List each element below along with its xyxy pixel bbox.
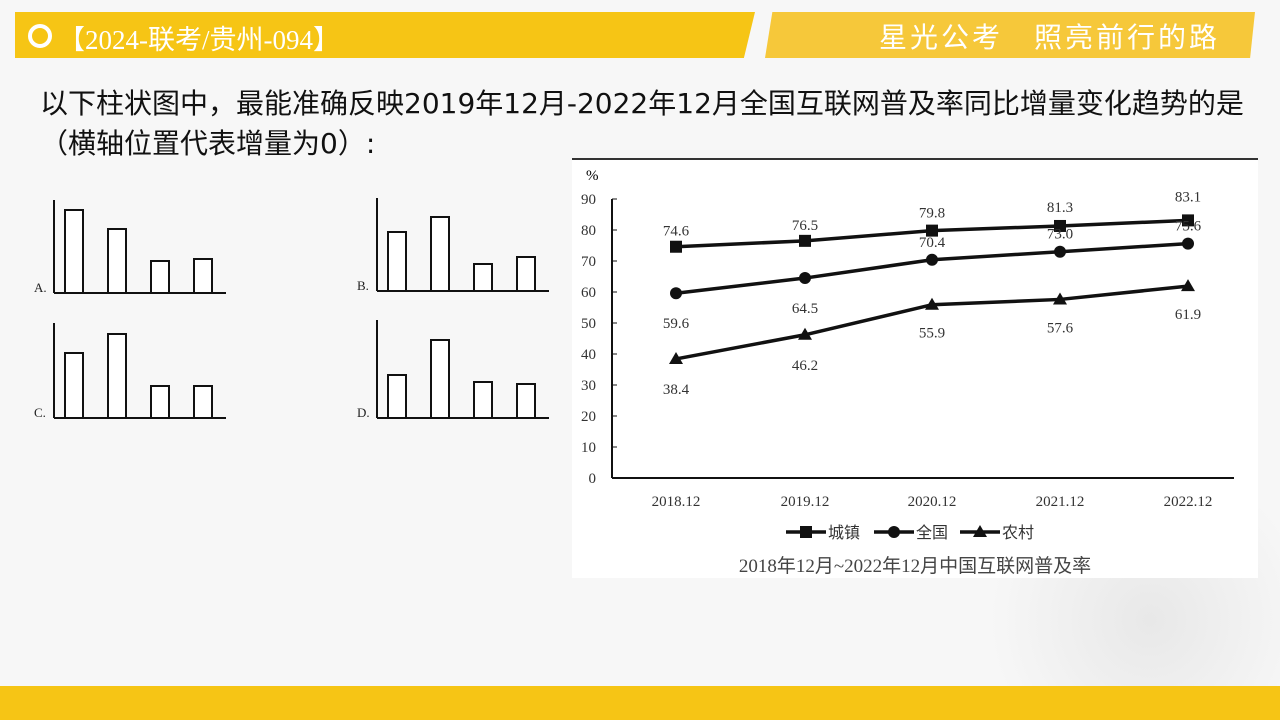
square-marker: [799, 234, 811, 247]
chart-title: 2018年12月~2022年12月中国互联网普及率: [739, 555, 1091, 577]
question-text: 以下柱状图中，最能准确反映2019年12月-2022年12月全国互联网普及率同比…: [40, 87, 1244, 160]
series-line: [675, 284, 1189, 361]
data-label: 57.6: [1047, 320, 1074, 336]
option-a: A.: [34, 200, 226, 295]
y-tick-label: 20: [581, 409, 596, 425]
data-label: 75.6: [1175, 219, 1202, 235]
bar: [387, 374, 407, 419]
x-tick-label: 2018.12: [652, 494, 701, 510]
legend-item: 全国: [874, 524, 948, 542]
triangle-marker: [669, 351, 683, 364]
option-b: B.: [357, 198, 549, 293]
data-label: 81.3: [1047, 200, 1073, 216]
series-triangle: 38.4 46.2 55.9 57.6 61.9: [663, 279, 1201, 398]
y-tick-label: 30: [581, 378, 596, 394]
bar: [64, 209, 84, 294]
option-d: D.: [357, 320, 549, 420]
legend-item: 农村: [960, 524, 1034, 542]
bar: [64, 352, 84, 419]
x-tick-label: 2022.12: [1164, 494, 1213, 510]
line-chart: % 0 10 20 30 40 50 60 70 80 90 2018.12 2019.12 2020.1…: [572, 158, 1258, 578]
series-line: [675, 241, 1189, 295]
square-marker: [800, 526, 812, 538]
y-tick-label: 10: [581, 440, 596, 456]
bar: [193, 258, 213, 294]
triangle-marker: [1053, 292, 1067, 305]
y-unit-label: %: [586, 168, 599, 184]
y-tick-label: 80: [581, 223, 596, 239]
legend-label: 农村: [1002, 524, 1034, 542]
bar: [473, 381, 493, 419]
slogan: 星光公考 照亮前行的路: [878, 21, 1220, 54]
option-label: B.: [357, 278, 369, 293]
bar: [430, 339, 450, 419]
legend-label: 全国: [916, 524, 948, 542]
option-label: D.: [357, 405, 370, 420]
bar: [107, 333, 127, 419]
y-tick-label: 0: [589, 471, 597, 487]
triangle-marker: [973, 525, 987, 537]
option-label: A.: [34, 280, 47, 295]
bar: [150, 260, 170, 294]
footer-bar: [0, 686, 1280, 720]
bar: [387, 231, 407, 292]
data-label: 59.6: [663, 316, 690, 332]
circle-marker: [1054, 245, 1066, 258]
square-marker: [1182, 214, 1194, 227]
circle-marker: [670, 287, 682, 300]
circle-marker: [1182, 237, 1194, 250]
triangle-marker: [1181, 279, 1195, 292]
data-label: 76.5: [792, 218, 818, 234]
bar: [430, 216, 450, 292]
x-tick-label: 2020.12: [908, 494, 957, 510]
x-tick-label: 2019.12: [781, 494, 830, 510]
data-label: 46.2: [792, 358, 818, 374]
header-banner: [15, 12, 755, 58]
circle-marker: [926, 253, 938, 266]
y-tick-label: 50: [581, 316, 596, 332]
data-label: 38.4: [663, 382, 690, 398]
data-label: 61.9: [1175, 307, 1201, 323]
data-label: 55.9: [919, 326, 945, 342]
y-tick-label: 40: [581, 347, 596, 363]
data-label: 83.1: [1175, 189, 1201, 205]
data-label: 64.5: [792, 301, 818, 317]
triangle-marker: [798, 327, 812, 340]
bar: [516, 256, 536, 292]
data-label: 70.4: [919, 235, 946, 251]
square-marker: [670, 240, 682, 253]
legend-label: 城镇: [828, 524, 860, 542]
triangle-marker: [925, 297, 939, 310]
circle-marker: [888, 526, 900, 538]
series-circle: 59.6 64.5 70.4 73.0 75.6: [663, 219, 1202, 333]
legend-item: 城镇: [786, 524, 860, 542]
circle-marker: [799, 272, 811, 285]
data-label: 79.8: [919, 206, 945, 222]
bar: [473, 263, 493, 292]
answer-options: A. B. C. D.: [34, 198, 549, 420]
question-code: 【2024-联考/贵州-094】: [58, 25, 340, 55]
y-tick-label: 60: [581, 285, 596, 301]
circle-icon: [28, 24, 52, 48]
data-label: 74.6: [663, 224, 690, 240]
bar: [516, 383, 536, 419]
y-tick-label: 70: [581, 254, 596, 270]
y-tick-label: 90: [581, 192, 596, 208]
square-marker: [1054, 219, 1066, 232]
bar: [193, 385, 213, 419]
square-marker: [926, 224, 938, 237]
bar: [107, 228, 127, 294]
x-tick-label: 2021.12: [1036, 494, 1085, 510]
bar: [150, 385, 170, 419]
option-label: C.: [34, 405, 46, 420]
series-square: 74.6 76.5 79.8 81.3 83.1: [663, 189, 1201, 253]
data-label: 73.0: [1047, 227, 1073, 243]
slogan-banner: [765, 12, 1255, 58]
option-c: C.: [34, 323, 226, 420]
